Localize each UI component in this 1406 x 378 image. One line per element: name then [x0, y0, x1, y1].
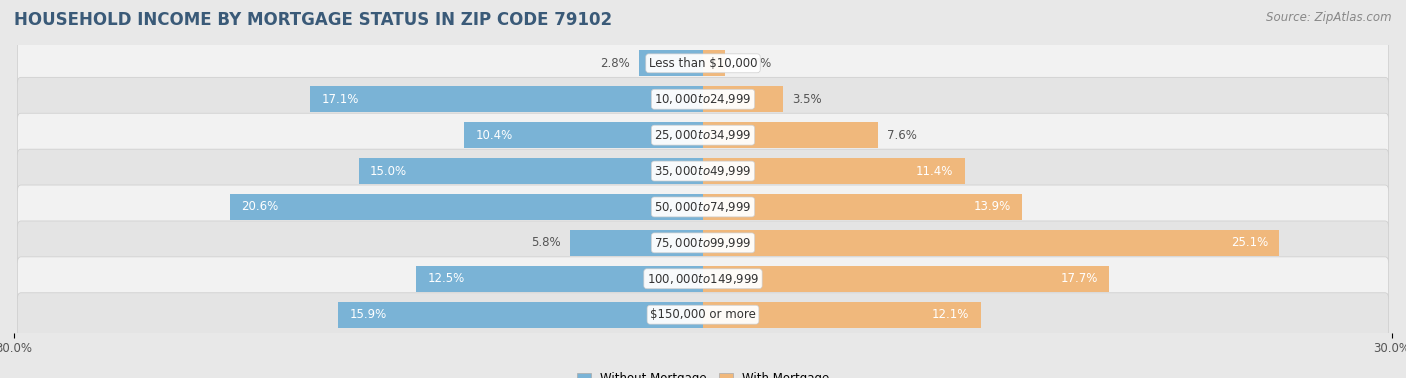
Legend: Without Mortgage, With Mortgage: Without Mortgage, With Mortgage [572, 367, 834, 378]
Text: 20.6%: 20.6% [242, 200, 278, 214]
FancyBboxPatch shape [17, 42, 1389, 85]
Bar [703, 230, 1279, 256]
Bar [703, 50, 725, 76]
FancyBboxPatch shape [17, 185, 1389, 229]
Text: 3.5%: 3.5% [793, 93, 823, 106]
FancyBboxPatch shape [17, 77, 1389, 121]
FancyBboxPatch shape [17, 257, 1389, 301]
Bar [703, 122, 877, 148]
Text: $35,000 to $49,999: $35,000 to $49,999 [654, 164, 752, 178]
Bar [638, 50, 703, 76]
Text: 25.1%: 25.1% [1230, 236, 1268, 249]
Bar [231, 194, 703, 220]
Bar [703, 302, 981, 328]
Text: $150,000 or more: $150,000 or more [650, 308, 756, 321]
Bar [359, 158, 703, 184]
Text: 7.6%: 7.6% [887, 129, 917, 142]
Text: $100,000 to $149,999: $100,000 to $149,999 [647, 272, 759, 286]
FancyBboxPatch shape [17, 149, 1389, 193]
Text: HOUSEHOLD INCOME BY MORTGAGE STATUS IN ZIP CODE 79102: HOUSEHOLD INCOME BY MORTGAGE STATUS IN Z… [14, 11, 612, 29]
Text: 17.1%: 17.1% [322, 93, 359, 106]
Text: 10.4%: 10.4% [475, 129, 513, 142]
FancyBboxPatch shape [17, 113, 1389, 157]
Bar [569, 230, 703, 256]
Text: 12.5%: 12.5% [427, 272, 464, 285]
FancyBboxPatch shape [17, 293, 1389, 336]
Bar [703, 266, 1109, 292]
Text: Less than $10,000: Less than $10,000 [648, 57, 758, 70]
Text: 13.9%: 13.9% [973, 200, 1011, 214]
Text: 15.9%: 15.9% [349, 308, 387, 321]
FancyBboxPatch shape [17, 221, 1389, 265]
Text: 2.8%: 2.8% [600, 57, 630, 70]
Text: $75,000 to $99,999: $75,000 to $99,999 [654, 236, 752, 250]
Text: $10,000 to $24,999: $10,000 to $24,999 [654, 92, 752, 106]
Text: $50,000 to $74,999: $50,000 to $74,999 [654, 200, 752, 214]
Bar [464, 122, 703, 148]
Bar [703, 86, 783, 112]
Text: 11.4%: 11.4% [915, 164, 953, 178]
Bar [703, 194, 1022, 220]
Bar [703, 158, 965, 184]
Text: 12.1%: 12.1% [932, 308, 969, 321]
Text: 0.97%: 0.97% [734, 57, 772, 70]
Text: $25,000 to $34,999: $25,000 to $34,999 [654, 128, 752, 142]
Text: 15.0%: 15.0% [370, 164, 408, 178]
Text: Source: ZipAtlas.com: Source: ZipAtlas.com [1267, 11, 1392, 24]
Bar [337, 302, 703, 328]
Bar [416, 266, 703, 292]
Bar [311, 86, 703, 112]
Text: 5.8%: 5.8% [531, 236, 561, 249]
Text: 17.7%: 17.7% [1060, 272, 1098, 285]
